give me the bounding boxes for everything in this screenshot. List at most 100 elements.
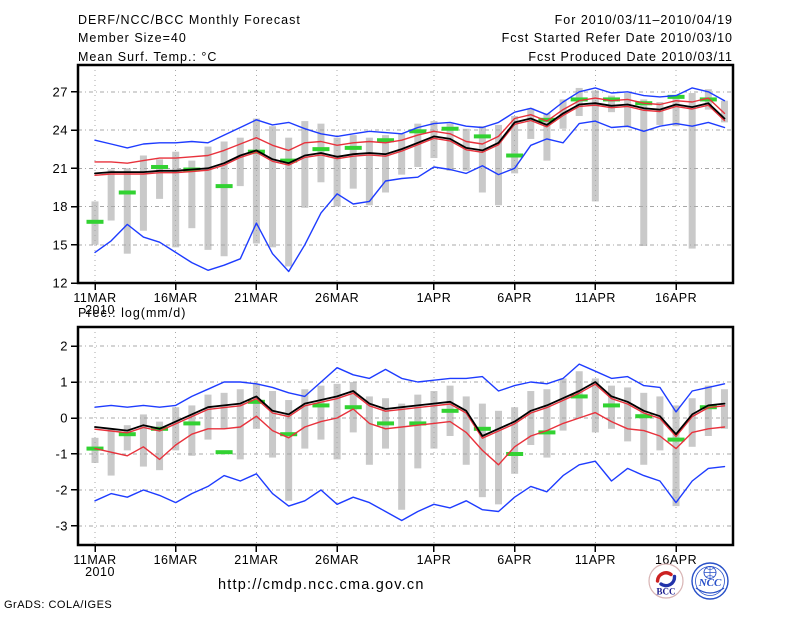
member-spread-bar <box>720 389 728 429</box>
observation-dash <box>473 426 491 431</box>
x-tick-label: 6APR <box>497 553 532 567</box>
member-spread-bar <box>672 96 680 127</box>
observation-dash <box>86 219 104 224</box>
observation-dash <box>602 97 620 102</box>
series-upper-quartile <box>94 97 726 164</box>
bcc-logo-icon: BCC <box>648 563 684 599</box>
observation-dash <box>118 190 136 195</box>
member-spread-bar <box>591 378 599 433</box>
member-spread-bar <box>349 135 357 189</box>
observation-dash <box>667 437 685 442</box>
x-tick-label: 16APR <box>655 291 697 305</box>
ncc-wreath-outer <box>691 562 729 600</box>
ncc-globe-meridians <box>704 566 716 579</box>
x-tick-label: 11MAR <box>73 553 116 567</box>
series-ensemble-min <box>94 120 726 273</box>
forecast-range-label: For 2010/03/11–2010/04/19 <box>554 13 733 27</box>
member-spread-bar <box>220 141 228 257</box>
member-spread-bar <box>301 121 309 208</box>
member-spread-bar <box>139 414 147 467</box>
bcc-logo-ring <box>648 563 684 599</box>
member-spread-bar <box>543 113 551 161</box>
observation-dash <box>473 134 491 139</box>
observation-dash <box>312 147 330 152</box>
y-tick-label: -3 <box>55 518 68 533</box>
member-spread-bar <box>365 137 373 206</box>
y-tick-label: 1 <box>60 375 68 390</box>
member-spread-bar <box>640 99 648 247</box>
observation-dash <box>151 164 169 169</box>
x-tick-label: 21MAR <box>234 291 278 305</box>
observation-dash <box>570 97 588 102</box>
x-tick-label: 26MAR <box>315 553 359 567</box>
prec-chart-title: Prec.: log(mm/d) <box>78 306 187 320</box>
observation-dash <box>538 117 556 122</box>
observation-dash <box>441 126 459 131</box>
member-spread-bar <box>188 405 196 456</box>
bcc-logo-label: BCC <box>656 587 675 597</box>
member-spread-bar <box>446 123 454 171</box>
temp-chart-title: Mean Surf. Temp.: °C <box>78 50 218 64</box>
x-tick-label: 1APR <box>417 553 452 567</box>
plot-frame <box>76 325 735 547</box>
series-lower-quartile <box>94 408 726 466</box>
member-spread-bar <box>301 389 309 449</box>
ncc-logo-label: NCC <box>698 577 722 589</box>
y-tick-label: 12 <box>53 276 68 291</box>
member-spread-bar <box>495 410 502 505</box>
member-spread-bar <box>688 398 696 447</box>
member-spread-bar <box>156 159 164 199</box>
observation-dash <box>280 432 298 437</box>
member-spread-bar <box>123 425 131 451</box>
member-spread-bar <box>382 135 390 193</box>
member-spread-bar <box>495 124 502 206</box>
observation-dash <box>247 399 265 404</box>
member-spread-bar <box>398 403 406 510</box>
y-tick-label: -2 <box>55 482 68 497</box>
observation-dash <box>441 408 459 413</box>
y-tick-label: 18 <box>53 199 68 214</box>
x-tick-label: 6APR <box>497 291 532 305</box>
member-spread-bar <box>624 387 632 442</box>
member-spread-bar <box>398 133 406 175</box>
x-tick-label: 16MAR <box>154 553 198 567</box>
observation-dash <box>635 414 653 419</box>
member-spread-bar <box>575 87 583 116</box>
y-tick-label: 24 <box>53 123 68 138</box>
grads-credit: GrADS: COLA/IGES <box>4 599 113 611</box>
member-spread-bar <box>688 93 696 249</box>
y-tick-label: 27 <box>53 84 68 99</box>
x-tick-label: 26MAR <box>315 291 359 305</box>
x-tick-label: 21MAR <box>234 553 278 567</box>
observation-dash <box>570 394 588 399</box>
y-tick-label: 21 <box>53 161 68 176</box>
member-spread-bar <box>236 137 244 187</box>
series-ensemble-min <box>94 460 726 522</box>
observation-dash <box>344 405 362 410</box>
member-spread-bar <box>172 151 180 248</box>
observation-dash <box>667 94 685 99</box>
y-tick-label: -1 <box>55 446 68 461</box>
x-tick-year-label: 2010 <box>85 565 115 579</box>
member-spread-bar <box>236 389 244 460</box>
bcc-swirl-blue <box>659 574 677 588</box>
member-spread-bar <box>269 391 277 458</box>
member-spread-bar <box>252 383 260 429</box>
observation-dash <box>377 138 395 143</box>
member-spread-bar <box>333 137 341 207</box>
observation-dash <box>312 403 330 408</box>
y-tick-label: 15 <box>53 237 68 252</box>
page-title: DERF/NCC/BCC Monthly Forecast <box>78 13 301 27</box>
member-spread-bar <box>188 160 196 229</box>
member-spread-bar <box>656 396 664 451</box>
x-tick-label: 1APR <box>417 291 452 305</box>
observation-dash <box>602 403 620 408</box>
observation-dash <box>344 145 362 150</box>
member-spread-bar <box>123 168 131 254</box>
member-spread-bar <box>414 394 422 469</box>
series-upper-quartile <box>94 383 726 439</box>
member-spread-bar <box>543 389 551 458</box>
observation-dash <box>183 421 201 426</box>
